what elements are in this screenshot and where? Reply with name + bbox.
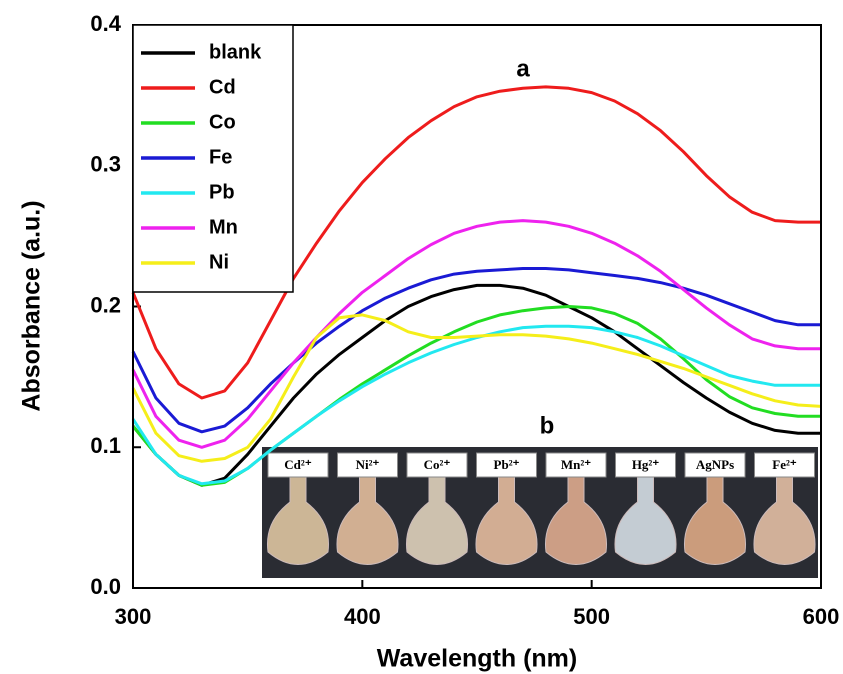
flask <box>405 476 469 565</box>
inset-label-box <box>754 452 815 478</box>
flask <box>336 476 399 565</box>
x-tick-label: 300 <box>115 604 152 629</box>
inset-label: Mn²⁺ <box>561 457 591 472</box>
legend-label: Cd <box>209 76 236 98</box>
inset-label: AgNPs <box>696 457 734 472</box>
legend-label: blank <box>209 41 262 63</box>
series-line <box>131 85 821 400</box>
inset-label: Fe²⁺ <box>772 457 797 472</box>
flask <box>544 476 608 565</box>
y-tick-label: 0.4 <box>90 11 121 36</box>
inset-label-box <box>615 452 676 478</box>
inset-label-box <box>267 452 329 478</box>
series-line <box>131 219 821 449</box>
inset-label: Co²⁺ <box>424 457 451 472</box>
plot-frame <box>132 24 822 589</box>
series-line <box>131 267 821 434</box>
y-tick-label: 0.0 <box>90 574 121 599</box>
x-tick-label: 400 <box>344 604 381 629</box>
annotation: b <box>540 412 555 439</box>
flask <box>753 476 816 565</box>
inset-label: Hg²⁺ <box>632 457 660 472</box>
inset-label-box <box>476 452 537 478</box>
x-axis-label: Wavelength (nm) <box>377 645 577 673</box>
series-line <box>131 283 821 487</box>
flask <box>475 476 538 565</box>
legend-label: Fe <box>209 146 232 168</box>
y-axis-label: Absorbance (a.u.) <box>18 200 46 411</box>
annotation: a <box>516 55 530 82</box>
y-tick-label: 0.2 <box>90 292 121 317</box>
legend-label: Mn <box>209 216 238 238</box>
legend-label: Pb <box>209 181 235 203</box>
inset-label: Pb²⁺ <box>494 457 520 472</box>
inset-label-box <box>545 452 607 478</box>
series-line <box>131 313 822 463</box>
inset-label: Ni²⁺ <box>356 457 380 472</box>
flask <box>683 476 747 565</box>
inset-label-box <box>684 452 746 478</box>
x-tick-label: 500 <box>573 604 610 629</box>
y-tick-label: 0.3 <box>90 152 121 177</box>
x-tick-label: 600 <box>803 604 840 629</box>
inset-label-box <box>337 452 398 478</box>
inset-label: Cd²⁺ <box>284 457 312 472</box>
y-tick-label: 0.1 <box>90 433 121 458</box>
legend-label: Co <box>209 111 236 133</box>
flask <box>266 476 330 565</box>
flask <box>614 476 677 565</box>
legend-label: Ni <box>209 251 229 273</box>
inset-label-box <box>406 452 468 478</box>
